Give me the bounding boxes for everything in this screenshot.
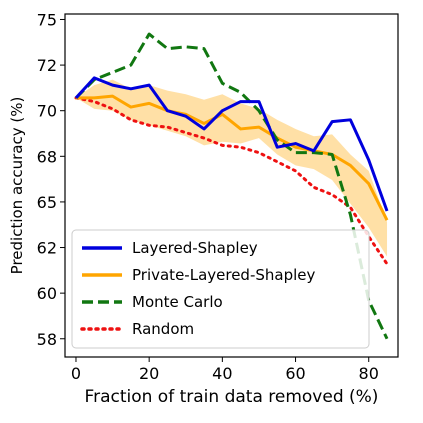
x-tick-label: 40 (212, 364, 232, 383)
y-tick-label: 60 (37, 284, 57, 303)
y-tick-label: 68 (37, 147, 57, 166)
x-tick-label: 20 (139, 364, 159, 383)
x-tick-label: 0 (71, 364, 81, 383)
x-axis-label: Fraction of train data removed (%) (85, 387, 379, 407)
y-tick-label: 58 (37, 330, 57, 349)
x-tick-label: 60 (285, 364, 305, 383)
legend-label: Random (132, 320, 194, 338)
y-tick-label: 62 (37, 239, 57, 258)
y-tick-label: 65 (37, 193, 57, 212)
y-axis-label: Prediction accuracy (%) (8, 97, 26, 275)
x-tick-label: 80 (359, 364, 379, 383)
y-tick-label: 70 (37, 102, 57, 121)
legend-label: Layered-Shapley (132, 239, 258, 257)
y-tick-label: 75 (37, 10, 57, 29)
legend: Layered-Shapley Private-Layered-Shapley Mo… (72, 230, 369, 348)
legend-label: Private-Layered-Shapley (132, 266, 315, 284)
legend-label: Monte Carlo (132, 293, 223, 311)
y-tick-label: 72 (37, 56, 57, 75)
